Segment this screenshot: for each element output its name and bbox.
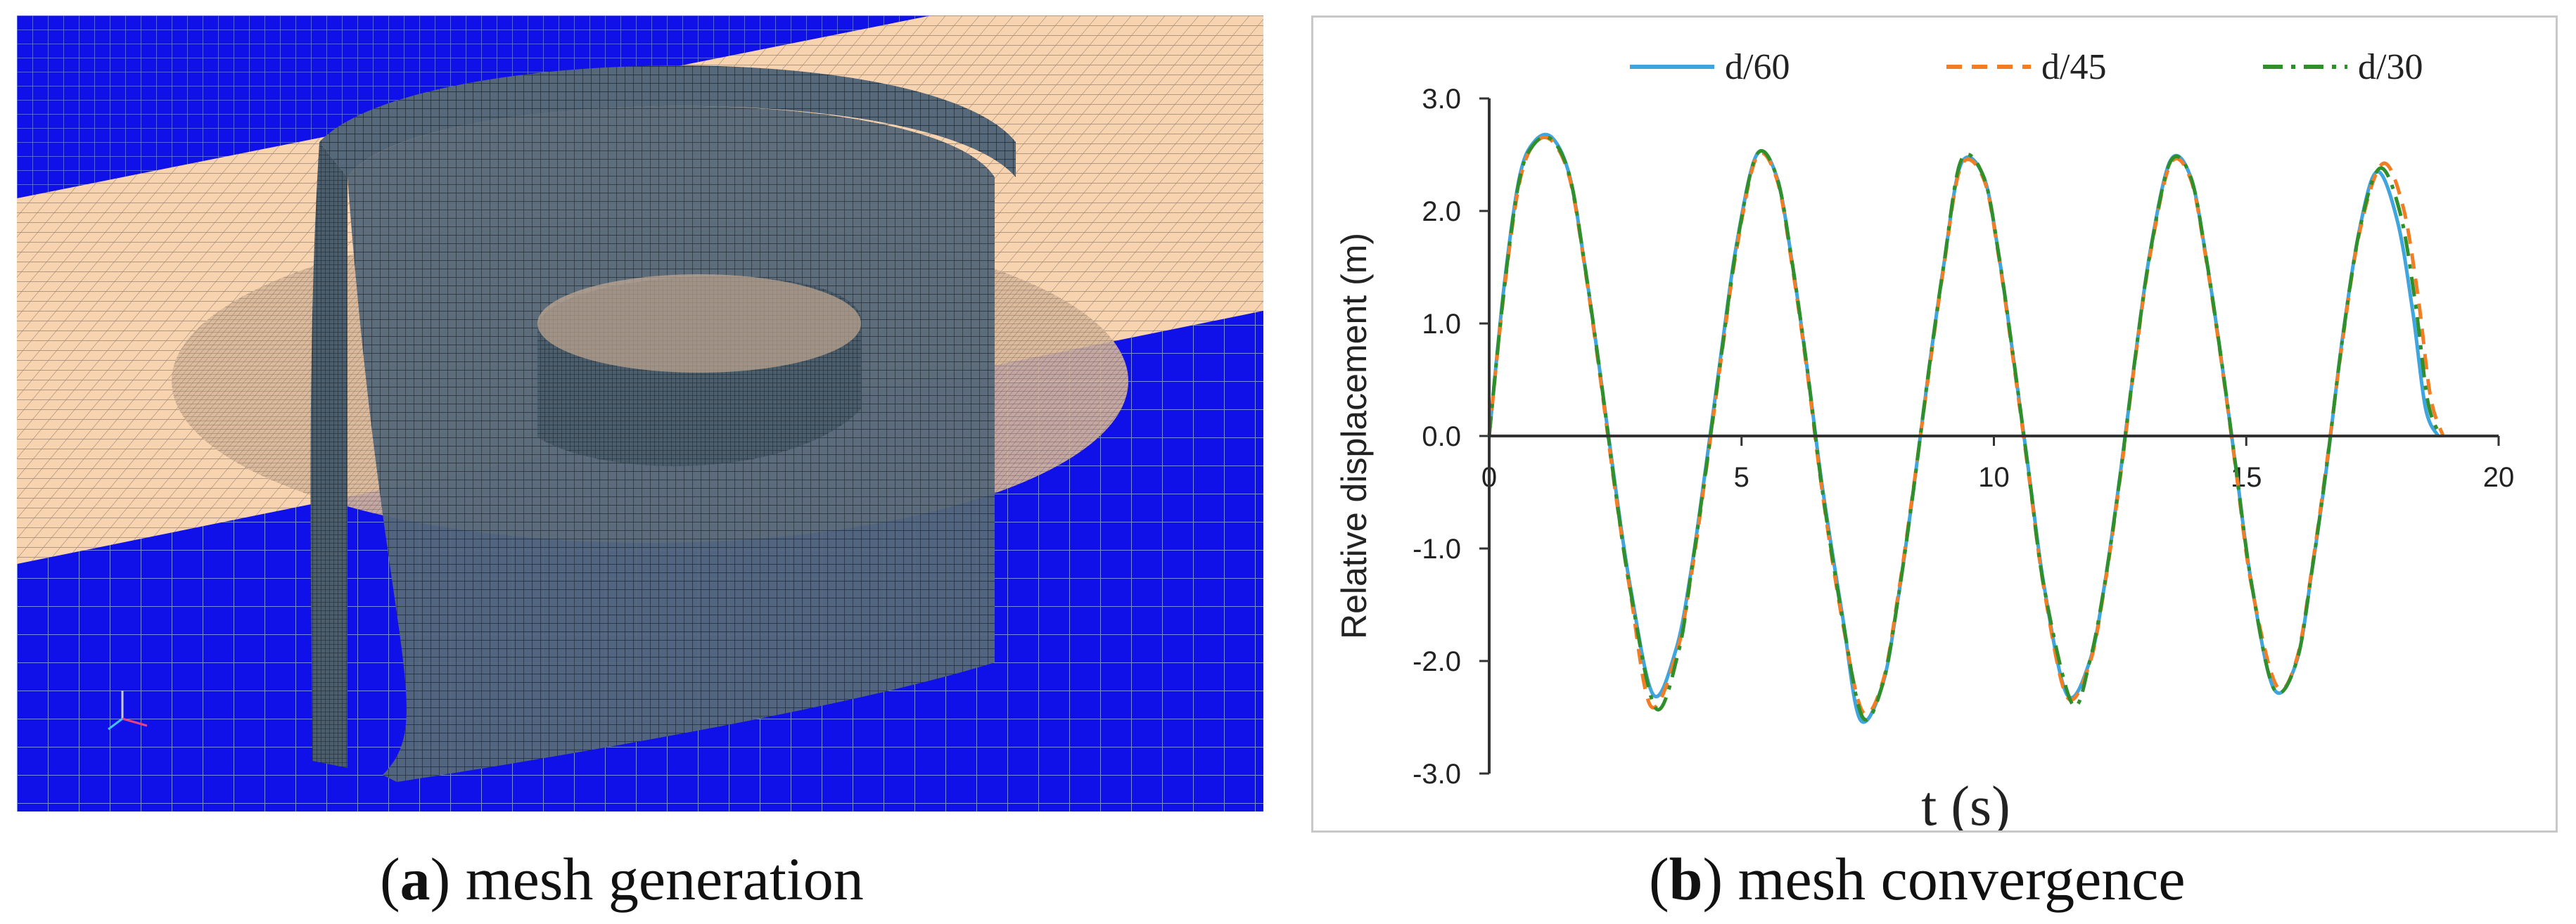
series-line-d-30 — [1487, 135, 2442, 722]
outer-wall-back — [319, 65, 1016, 177]
mesh-illustration — [17, 15, 1263, 811]
legend-label-d-30: d/30 — [2358, 47, 2423, 87]
y-tick-label: 3.0 — [1422, 84, 1461, 115]
x-axis-label: t (s) — [1921, 776, 2010, 830]
y-tick-label: 2.0 — [1422, 196, 1461, 227]
x-tick-label: 20 — [2483, 462, 2515, 493]
caption-a-text: mesh generation — [465, 845, 864, 913]
outer-wall-left-edge — [310, 142, 347, 768]
axis-triad-icon — [108, 691, 148, 731]
caption-a: (a) mesh generation — [380, 845, 864, 913]
series-line-d-60 — [1487, 132, 2440, 724]
inner-buoy-top — [537, 274, 861, 373]
y-axis-ticks: 3.0 2.0 1.0 0.0 -1.0 -2.0 -3.0 — [1413, 84, 1489, 790]
legend-label-d-45: d/45 — [2041, 47, 2106, 87]
y-tick-label: 0.0 — [1422, 421, 1461, 452]
series-line-d-45 — [1487, 135, 2445, 716]
x-tick-label: 10 — [1978, 462, 2010, 493]
y-tick-label: -2.0 — [1413, 646, 1461, 677]
mesh-convergence-chart: d/60d/45d/30 3.02.01.00.0-1.0-2.0-3.0 05… — [1311, 15, 2558, 838]
mesh-generation-image — [17, 15, 1263, 811]
caption-b-text: mesh convergence — [1737, 845, 2186, 913]
y-tick-label: -1.0 — [1413, 534, 1461, 565]
y-tick-label: 1.0 — [1422, 309, 1461, 340]
caption-b-letter: b — [1669, 845, 1703, 913]
legend-label-d-60: d/60 — [1725, 47, 1790, 87]
y-axis-label: Relative displacement (m) — [1334, 233, 1374, 639]
caption-a-letter: a — [400, 845, 431, 913]
chart-svg: d/60d/45d/30 3.02.01.00.0-1.0-2.0-3.0 05… — [1334, 47, 2514, 838]
y-tick-label: -3.0 — [1413, 759, 1461, 790]
chart-legend: d/60 d/45 d/30 — [1630, 47, 2423, 87]
x-tick-label: 5 — [1734, 462, 1749, 493]
caption-b: (b) mesh convergence — [1649, 845, 2186, 913]
series-layer — [1487, 132, 2445, 724]
